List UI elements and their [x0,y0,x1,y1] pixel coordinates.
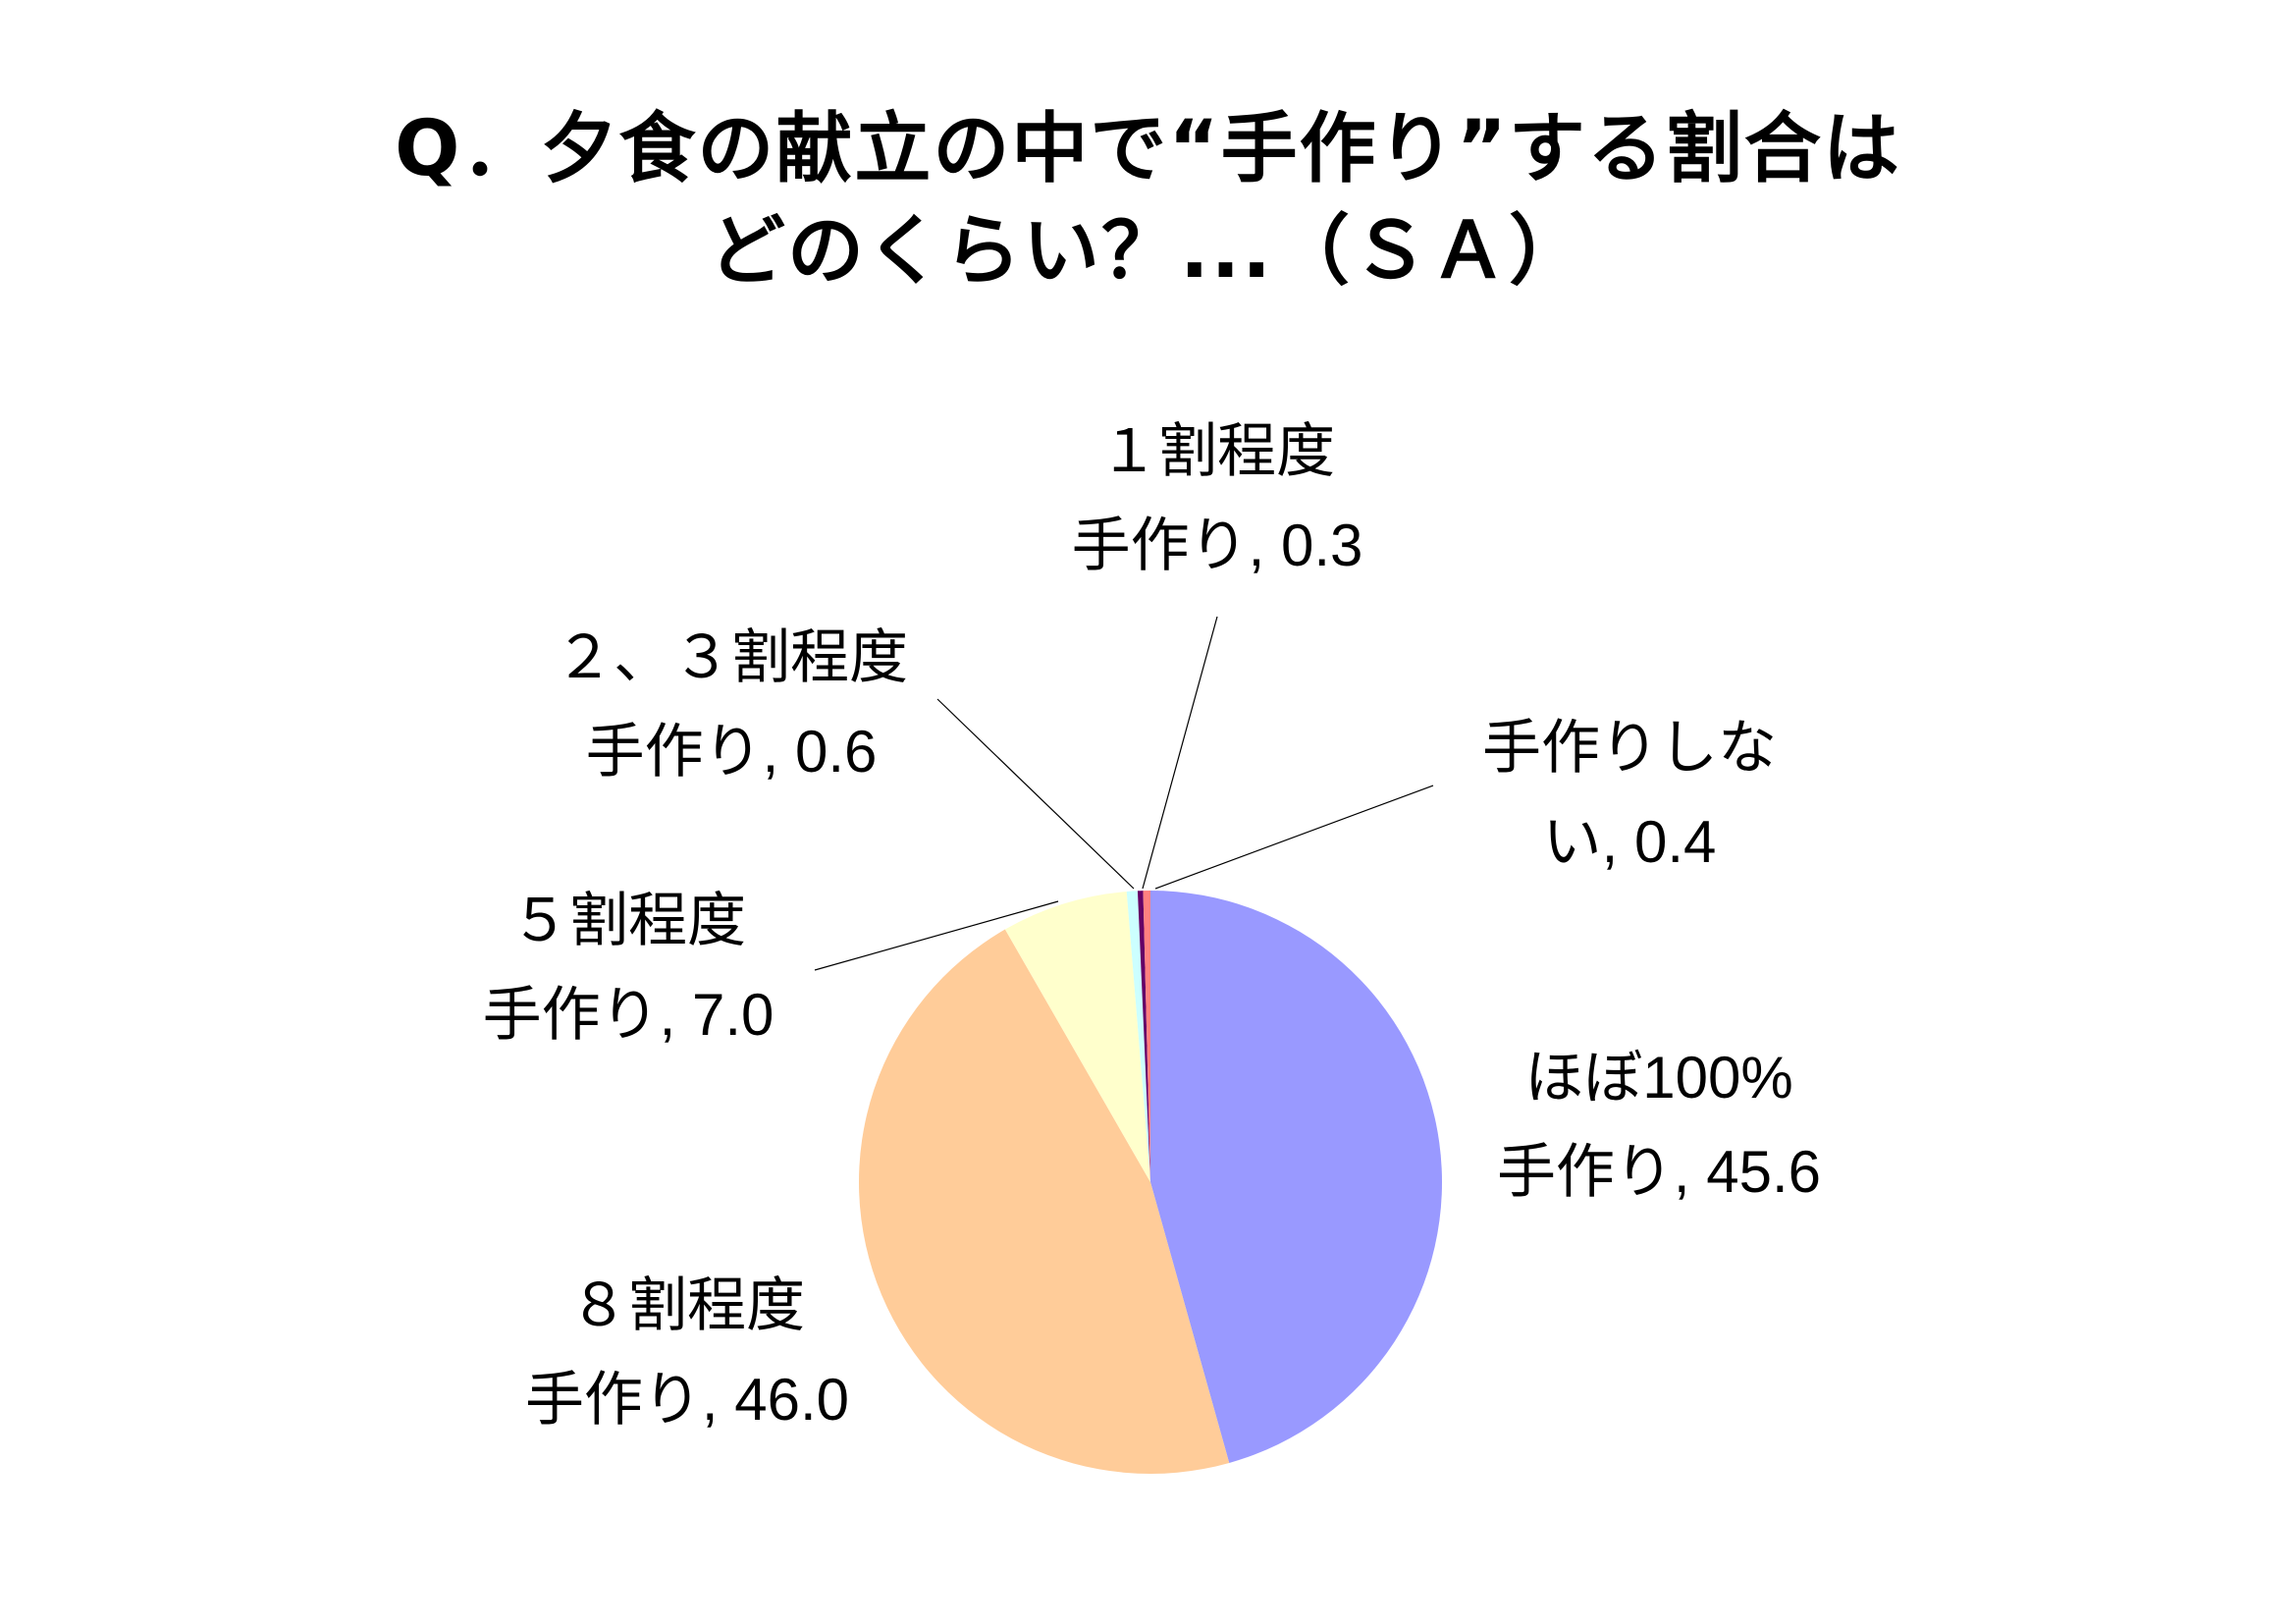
slice-label-1: ８割程度手作り, 46.0 [525,1272,849,1433]
slice-label-3-line-0: ２、３割程度 [555,624,908,690]
leader-line-4 [1142,616,1218,890]
chart-title-line-2: どのくらい？...（ＳＡ） [709,207,1587,296]
pie-slice-5 [1143,891,1150,1182]
slice-label-4-line-0: １割程度 [1099,418,1335,484]
slice-label-4: １割程度手作り, 0.3 [1072,418,1363,578]
leader-line-2 [814,900,1059,971]
chart-title: Q．夕食の献立の中で“手作り”する割合は どのくらい？...（ＳＡ） [0,98,2296,302]
pie-slice-2 [1004,891,1150,1182]
pie-slice-4 [1137,891,1150,1182]
pie-slice-3 [1126,891,1150,1182]
slice-labels: ほぼ100% 手作り, 45.6 ８割程度手作り, 46.0 ５割程度手作り, 7.0… [483,418,1821,1433]
pie-slice-1 [859,929,1230,1474]
slice-label-0-line-1: 手作り, 45.6 [1497,1139,1821,1205]
leader-line-5 [1154,785,1434,890]
slice-label-4-line-1: 手作り, 0.3 [1072,513,1363,578]
slice-label-0: ほぼ100% 手作り, 45.6 [1497,1045,1821,1205]
slice-label-0-line-0: ほぼ100% [1524,1045,1792,1110]
slice-label-3-line-1: 手作り, 0.6 [586,719,878,785]
leader-line-3 [936,698,1135,890]
slice-label-5-line-1: い, 0.4 [1543,809,1717,875]
chart-title-line-1: Q．夕食の献立の中で“手作り”する割合は [395,105,1901,193]
pie-slices [859,891,1442,1474]
slice-label-2: ５割程度手作り, 7.0 [483,888,774,1048]
slice-label-5-line-0: 手作りしな [1482,715,1777,781]
slice-label-1-line-0: ８割程度 [569,1272,805,1338]
slice-label-2-line-0: ５割程度 [510,888,746,953]
pie-slice-0 [1150,891,1442,1463]
leader-lines [814,616,1434,971]
slice-label-5: 手作りしない, 0.4 [1482,715,1777,875]
slice-label-3: ２、３割程度手作り, 0.6 [555,624,908,785]
slice-label-1-line-1: 手作り, 46.0 [525,1367,849,1433]
slice-label-2-line-1: 手作り, 7.0 [483,982,774,1048]
